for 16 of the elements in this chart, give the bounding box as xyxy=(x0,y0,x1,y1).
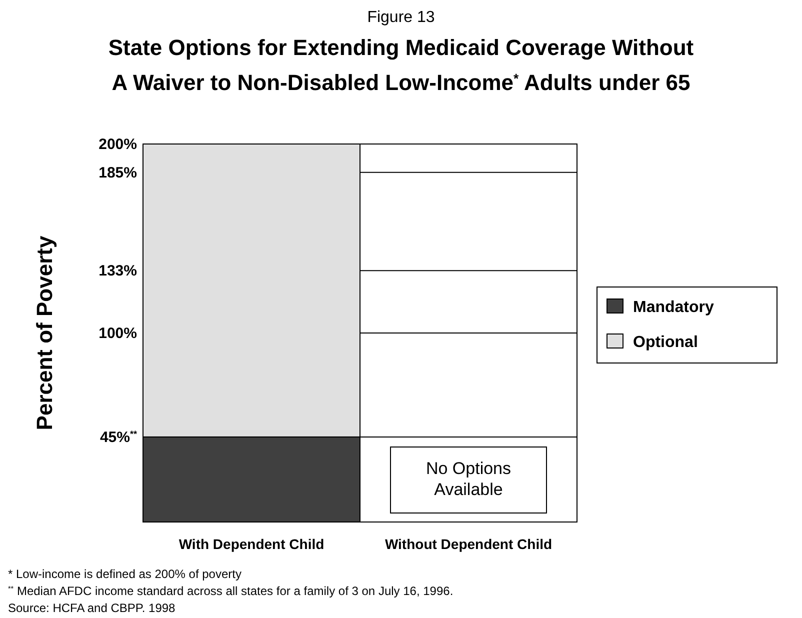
chart-subtitle: Figure 13 xyxy=(367,9,435,26)
y-tick-label: 133% xyxy=(98,262,137,280)
legend-label: Optional xyxy=(633,334,698,351)
chart-title: State Options for Extending Medicaid Coverage Without A Waiver to Non-Disabled Low-Income$^{*}$ Adults under 65 xyxy=(108,35,694,95)
y-axis-title: Percent of Poverty xyxy=(32,235,57,430)
text: * Low-income is defined as 200% of poverty xyxy=(8,567,242,581)
y-tick-label: 200% xyxy=(98,136,137,153)
x-tick-label: Without Dependent Child xyxy=(384,536,552,552)
x-tick-label: With Dependent Child xyxy=(178,536,324,552)
y-tick-label: 185% xyxy=(98,164,137,182)
y-tick-label: 100% xyxy=(98,325,137,342)
y-tick-label: 45%$^{**}$ xyxy=(100,428,138,446)
legend-label: Mandatory xyxy=(633,299,714,316)
annotation: No Options Available xyxy=(426,459,512,499)
text: $^{**}$ Median AFDC income standard across all states for a family of 3 on July 16, 1996. xyxy=(8,584,454,598)
source-note: Source: HCFA and CBPP. 1998 xyxy=(8,601,176,615)
